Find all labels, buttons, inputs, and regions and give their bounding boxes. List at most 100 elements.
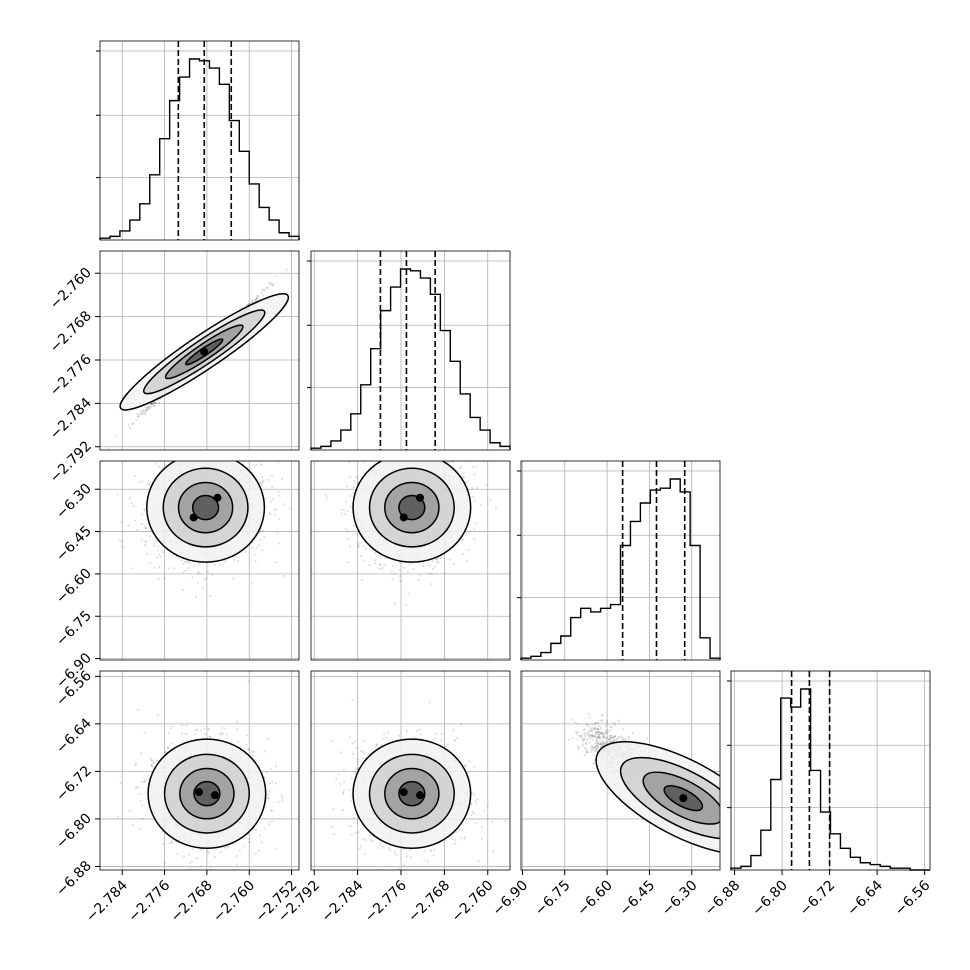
sample-point xyxy=(202,424,204,426)
sample-point xyxy=(159,398,162,401)
sample-point xyxy=(281,477,284,480)
sample-point xyxy=(142,409,146,412)
sample-point xyxy=(209,594,212,598)
sample-point xyxy=(437,561,440,564)
sample-point xyxy=(134,475,137,478)
sample-point xyxy=(401,456,403,458)
sample-point xyxy=(466,480,469,483)
sample-point xyxy=(373,562,377,565)
sample-point xyxy=(261,475,264,478)
sample-point xyxy=(254,459,256,461)
sample-point xyxy=(238,425,240,427)
sample-point xyxy=(127,424,130,427)
sample-point xyxy=(473,499,476,503)
sample-point xyxy=(154,401,158,404)
sample-point xyxy=(148,535,151,538)
sample-point xyxy=(247,302,250,305)
sample-point xyxy=(181,453,183,455)
sample-point xyxy=(480,503,483,507)
sample-point xyxy=(237,426,239,428)
sample-point xyxy=(161,551,165,554)
sample-point xyxy=(234,455,236,457)
sample-point xyxy=(262,479,265,482)
sample-point xyxy=(153,566,156,570)
sample-point xyxy=(395,452,397,454)
sample-point xyxy=(197,562,201,566)
sample-point xyxy=(430,445,432,447)
sample-point xyxy=(254,298,257,302)
sample-point xyxy=(163,577,166,580)
sample-point xyxy=(397,435,399,437)
sample-point xyxy=(165,404,167,406)
sample-point xyxy=(243,845,246,848)
sample-point xyxy=(235,555,238,559)
sample-point xyxy=(448,558,452,561)
sample-point xyxy=(417,439,419,441)
sample-point xyxy=(180,732,184,735)
sample-point xyxy=(346,509,349,513)
sample-point xyxy=(348,475,352,478)
sample-point xyxy=(132,504,135,508)
sample-point xyxy=(431,450,433,452)
sample-point xyxy=(267,797,271,800)
density-panel-0-2 xyxy=(116,404,292,599)
sample-point xyxy=(430,572,433,576)
sample-point xyxy=(265,286,268,290)
sample-point xyxy=(399,574,402,578)
sample-point xyxy=(232,577,235,580)
sample-point xyxy=(130,567,133,570)
sample-point xyxy=(145,407,149,410)
sample-point xyxy=(184,560,187,563)
sample-point xyxy=(410,443,412,445)
sample-point xyxy=(244,550,247,554)
sample-point xyxy=(142,780,146,783)
sample-point xyxy=(274,513,277,516)
sample-point xyxy=(196,458,198,460)
sample-point xyxy=(383,563,386,567)
sample-point xyxy=(352,524,356,528)
sample-point xyxy=(150,763,153,767)
sample-point xyxy=(380,568,383,571)
sample-point xyxy=(439,557,442,560)
sample-point xyxy=(147,774,150,778)
sample-point xyxy=(459,456,461,458)
sample-point xyxy=(233,559,236,562)
sample-point xyxy=(256,447,258,449)
sample-point xyxy=(218,563,221,566)
sample-point xyxy=(195,728,199,731)
sample-point xyxy=(154,462,157,465)
sample-point xyxy=(164,751,167,754)
sample-point xyxy=(149,562,152,565)
sample-point xyxy=(271,485,274,489)
sample-point xyxy=(251,582,254,585)
sample-point xyxy=(153,542,156,545)
sample-point xyxy=(180,559,183,562)
sample-point xyxy=(260,482,263,485)
sample-point xyxy=(439,447,441,449)
sample-point xyxy=(461,450,463,452)
sample-point xyxy=(255,296,259,299)
sample-point xyxy=(171,447,173,449)
sample-point xyxy=(135,528,139,532)
sample-point xyxy=(234,438,236,440)
sample-point xyxy=(118,539,121,542)
sample-point xyxy=(475,465,478,468)
sample-point xyxy=(324,493,327,496)
sample-point xyxy=(144,406,147,409)
sample-point xyxy=(408,563,411,566)
sample-point xyxy=(472,495,475,498)
sample-point xyxy=(201,437,203,439)
sample-point xyxy=(411,424,413,426)
sample-point xyxy=(270,820,274,823)
sample-point xyxy=(128,497,131,500)
sample-point xyxy=(436,561,439,564)
sample-point xyxy=(452,461,455,463)
sample-point xyxy=(147,482,151,486)
sample-point xyxy=(354,532,357,536)
sample-point xyxy=(357,542,360,545)
sample-point xyxy=(193,458,195,460)
sample-point xyxy=(260,484,263,487)
sample-point xyxy=(427,426,429,428)
sample-point xyxy=(277,800,280,803)
sample-point xyxy=(269,500,272,503)
